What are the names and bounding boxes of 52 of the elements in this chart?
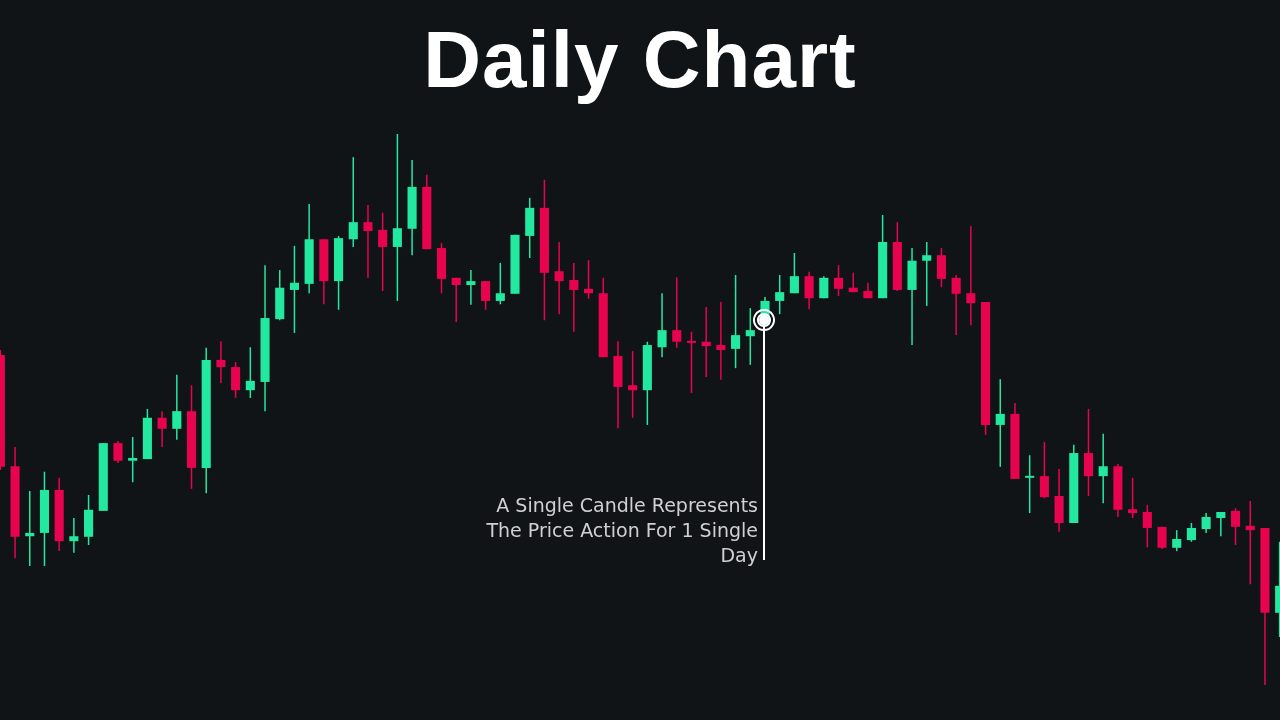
candlestick — [745, 307, 755, 366]
candlestick — [245, 346, 255, 399]
candlestick — [672, 276, 682, 349]
candlestick — [951, 274, 961, 336]
candlestick — [69, 517, 79, 554]
candlestick — [936, 247, 946, 288]
candlestick — [1230, 507, 1241, 546]
candlestick — [966, 225, 976, 326]
candlestick — [451, 277, 461, 323]
candlestick — [1128, 477, 1138, 519]
candlestick — [392, 133, 402, 302]
candlestick — [157, 410, 167, 448]
candlestick — [1098, 432, 1108, 504]
candlestick — [1216, 511, 1226, 537]
candlestick — [1245, 500, 1255, 585]
candlestick — [569, 262, 579, 333]
candlestick — [128, 436, 138, 483]
candlestick — [686, 331, 697, 394]
candlestick — [1142, 504, 1152, 548]
candlestick — [789, 252, 799, 294]
candlestick — [1039, 441, 1049, 499]
candlestick — [1083, 408, 1094, 497]
candlestick — [113, 440, 123, 464]
candlestick — [804, 271, 814, 310]
candlestick — [657, 292, 667, 358]
candlestick — [1172, 529, 1182, 552]
candlestick — [495, 262, 505, 306]
candlestick — [363, 204, 373, 279]
candlestick — [348, 156, 358, 248]
candlestick — [716, 301, 726, 381]
candlestick — [731, 274, 741, 369]
candlestick — [289, 245, 299, 334]
candlestick — [172, 374, 182, 441]
candlestick — [1186, 522, 1196, 543]
candlestick — [231, 361, 241, 399]
candlestick — [554, 241, 564, 315]
candlestick — [378, 212, 388, 292]
candlestick — [481, 280, 491, 311]
candlestick — [922, 241, 932, 307]
candlestick — [583, 259, 594, 300]
candlestick — [466, 269, 476, 306]
candlestick — [25, 490, 35, 567]
annotation: A Single Candle Represents The Price Action For 1 Single Day — [485, 493, 758, 568]
candlestick — [1025, 454, 1035, 514]
candlestick — [833, 264, 844, 297]
candlestick — [995, 378, 1005, 468]
candlestick — [628, 350, 638, 419]
candlestick — [775, 274, 785, 315]
candlestick — [1201, 512, 1211, 534]
chart-title: Daily Chart — [422, 14, 858, 106]
candlestick — [701, 306, 711, 378]
candlestick — [216, 340, 226, 384]
